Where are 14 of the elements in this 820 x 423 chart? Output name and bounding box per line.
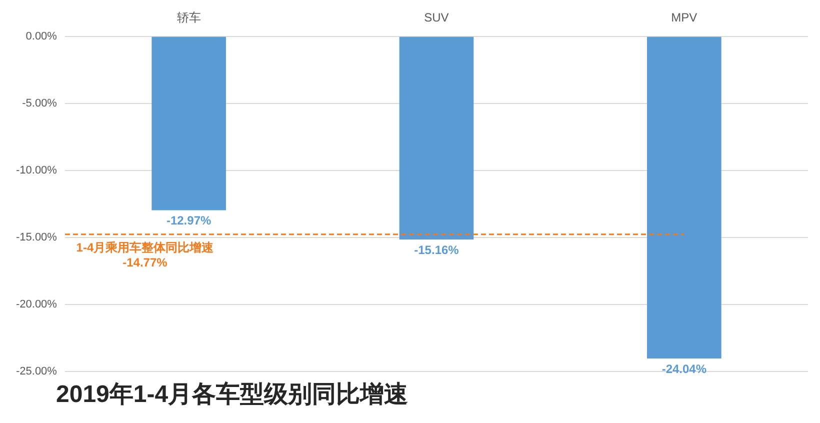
y-tick-label: -5.00% xyxy=(22,97,58,110)
data-label: -15.16% xyxy=(414,242,460,257)
x-tick-label: MPV xyxy=(671,10,698,25)
x-tick-label: 轿车 xyxy=(176,10,201,25)
x-tick-label: SUV xyxy=(424,10,449,25)
y-tick-label: -25.00% xyxy=(16,365,58,378)
y-tick-label: -15.00% xyxy=(16,231,58,244)
data-label: -24.04% xyxy=(662,362,707,376)
data-label: -12.97% xyxy=(166,214,212,228)
y-tick-label: 0.00% xyxy=(26,30,58,42)
y-tick-label: -20.00% xyxy=(16,298,58,310)
ref-line-label: 1-4月乘用车整体同比增速 -14.77% xyxy=(76,240,215,270)
y-tick-label: -10.00% xyxy=(16,164,58,176)
text: 2019年1-4月各车型级别同比增速 xyxy=(56,380,410,410)
